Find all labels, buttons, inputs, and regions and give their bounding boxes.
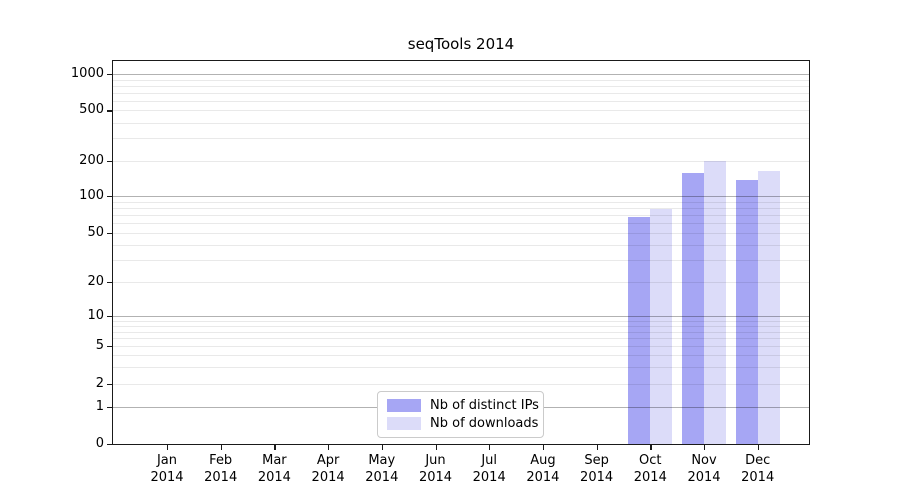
bar-dec-distinct-ips <box>735 179 758 444</box>
x-tick-mark-feb <box>220 445 222 450</box>
bar-dec-downloads <box>757 171 780 444</box>
y-tick-mark-100 <box>107 196 112 198</box>
x-tick-mark-oct <box>650 445 652 450</box>
x-tick-mark-apr <box>328 445 330 450</box>
x-tick-label-oct: Oct 2014 <box>633 453 667 485</box>
bar-nov-downloads <box>704 160 726 444</box>
x-tick-mark-aug <box>542 445 545 450</box>
x-tick-mark-mar <box>274 445 276 450</box>
x-tick-label-jan: Jan 2014 <box>150 453 184 485</box>
y-tick-mark-50 <box>107 232 112 235</box>
y-tick-mark-200 <box>107 160 112 162</box>
bar-oct-distinct-ips <box>628 216 651 444</box>
y-tick-label-1: 1 <box>95 398 104 414</box>
plot-area: Nb of distinct IPs Nb of downloads <box>112 60 810 445</box>
x-tick-mark-sep <box>596 445 598 450</box>
x-tick-label-may: May 2014 <box>365 453 399 485</box>
x-tick-label-apr: Apr 2014 <box>311 453 345 485</box>
y-tick-label-5: 5 <box>95 338 104 354</box>
bars-layer <box>113 61 809 444</box>
y-tick-label-10: 10 <box>87 308 104 324</box>
x-tick-label-nov: Nov 2014 <box>687 453 721 485</box>
y-tick-label-100: 100 <box>79 188 104 203</box>
y-tick-mark-500 <box>107 110 112 112</box>
y-tick-label-50: 50 <box>87 224 104 240</box>
x-tick-mark-jul <box>489 445 491 450</box>
y-tick-mark-1000 <box>107 73 112 76</box>
y-tick-label-1000: 1000 <box>70 65 104 81</box>
y-tick-mark-10 <box>107 316 112 318</box>
legend-swatch-downloads <box>387 417 421 430</box>
y-tick-mark-20 <box>107 282 112 284</box>
legend-label-downloads: Nb of downloads <box>430 416 539 431</box>
x-tick-mark-jun <box>435 445 437 450</box>
x-tick-label-mar: Mar 2014 <box>257 453 291 485</box>
y-tick-mark-5 <box>107 346 112 348</box>
x-tick-label-jun: Jun 2014 <box>418 453 453 485</box>
y-tick-label-500: 500 <box>79 102 104 118</box>
y-tick-label-20: 20 <box>87 274 104 290</box>
x-tick-label-jul: Jul 2014 <box>472 453 506 485</box>
x-tick-mark-dec <box>757 445 759 450</box>
x-tick-label-aug: Aug 2014 <box>526 453 560 485</box>
y-tick-mark-2 <box>107 383 112 385</box>
legend-item-downloads: Nb of downloads <box>387 416 543 431</box>
legend: Nb of distinct IPs Nb of downloads <box>377 391 544 438</box>
chart-title: seqTools 2014 <box>407 35 515 53</box>
x-tick-label-dec: Dec 2014 <box>741 453 775 485</box>
y-tick-label-200: 200 <box>79 152 104 168</box>
y-tick-label-0: 0 <box>95 436 104 451</box>
x-tick-mark-nov <box>704 445 706 450</box>
legend-item-distinct-ips: Nb of distinct IPs <box>387 398 543 413</box>
x-tick-mark-may <box>381 445 384 450</box>
bar-oct-downloads <box>650 209 673 444</box>
x-tick-label-sep: Sep 2014 <box>580 453 614 485</box>
legend-swatch-distinct-ips <box>387 399 421 412</box>
y-tick-mark-1 <box>107 406 112 408</box>
y-tick-label-2: 2 <box>95 375 104 391</box>
x-tick-label-feb: Feb 2014 <box>204 453 238 485</box>
legend-label-distinct-ips: Nb of distinct IPs <box>430 398 539 413</box>
y-tick-mark-0 <box>107 444 112 446</box>
bar-nov-distinct-ips <box>682 173 704 444</box>
x-tick-mark-jan <box>167 445 169 450</box>
